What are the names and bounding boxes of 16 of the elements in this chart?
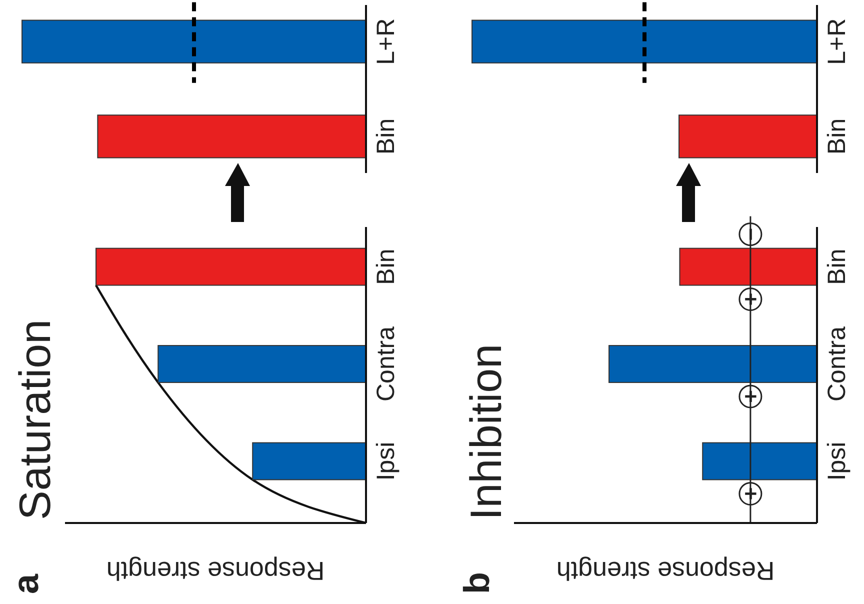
y-tick-label: Contra	[372, 326, 400, 402]
y-tick-label: Bin	[823, 248, 851, 285]
text: a	[5, 573, 46, 594]
y-tick-label: Bin	[372, 248, 400, 285]
y-tick-label: Ipsi	[823, 442, 851, 481]
y-tick-label: L+R	[372, 18, 400, 65]
y-tick-label: Bin	[372, 118, 400, 154]
y-tick-label: Ipsi	[372, 442, 400, 481]
x-axis-title: Response strength	[556, 556, 775, 586]
text: Inhibition	[462, 344, 511, 520]
text: b	[456, 572, 497, 594]
y-tick-label: Contra	[823, 326, 851, 402]
text: Saturation	[11, 319, 60, 520]
y-tick-label: L+R	[823, 18, 851, 65]
y-tick-label: Bin	[823, 118, 851, 154]
x-axis-title: Response strength	[106, 556, 325, 586]
